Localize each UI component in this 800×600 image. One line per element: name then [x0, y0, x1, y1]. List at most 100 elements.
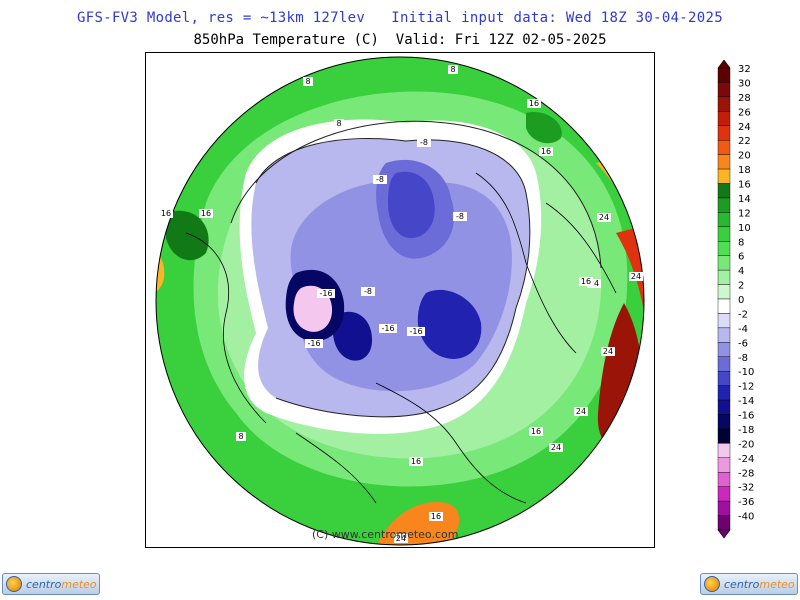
- colorbar-swatch: [717, 125, 731, 141]
- colorbar-tick-label: 6: [738, 252, 744, 263]
- polar-temperature-map: 8 8 16 8 -8 -8 -8 -8 -16 -16 -16 -16 16 …: [155, 56, 645, 546]
- contour-label: 24: [589, 279, 599, 288]
- cold-minus10-region: [388, 171, 435, 238]
- colorbar-swatch: [717, 82, 731, 98]
- contour-label: 24: [576, 407, 586, 416]
- colorbar-swatch: [717, 154, 731, 170]
- colorbar-tick-label: -14: [738, 396, 754, 407]
- colorbar-swatch: [717, 457, 731, 473]
- colorbar-boxes: [717, 60, 731, 539]
- contour-label: 24: [551, 443, 561, 452]
- centrometeo-logo-left[interactable]: centrometeo: [2, 573, 100, 595]
- colorbar-tick-label: 20: [738, 151, 751, 162]
- dark-green-patch: [166, 210, 209, 261]
- colorbar-tick-label: -28: [738, 468, 754, 479]
- colorbar-swatch: [717, 428, 731, 444]
- logo-text: centrometeo: [26, 577, 97, 591]
- contour-label: 24: [599, 213, 609, 222]
- contour-label: -8: [456, 212, 464, 221]
- colorbar-tick-label: 26: [738, 107, 751, 118]
- contour-label: 24: [396, 534, 406, 543]
- colorbar-swatch: [717, 226, 731, 242]
- contour-label: 16: [581, 277, 591, 286]
- colorbar-swatch: [717, 197, 731, 213]
- colorbar-swatch: [717, 500, 731, 516]
- colorbar-tick-label: -6: [738, 338, 748, 349]
- colorbar-swatch: [717, 313, 731, 329]
- colorbar-swatch: [717, 269, 731, 285]
- cold-minus14-region: [332, 311, 373, 361]
- model-title: GFS-FV3 Model, res = ~13km 127lev Initia…: [77, 10, 723, 26]
- colorbar-swatch: [717, 96, 731, 112]
- colorbar-tick-label: 4: [738, 266, 744, 277]
- colorbar-swatch: [717, 472, 731, 487]
- colorbar-swatch: [717, 183, 731, 199]
- contour-label: 8: [238, 432, 243, 441]
- colorbar-swatch: [717, 139, 731, 155]
- map-panel: 8 8 16 8 -8 -8 -8 -8 -16 -16 -16 -16 16 …: [145, 52, 655, 548]
- colorbar-tick-label: -16: [738, 411, 754, 422]
- colorbar-swatch: [717, 327, 731, 343]
- contour-label: 16: [541, 147, 551, 156]
- logo-text: centrometeo: [724, 577, 795, 591]
- colorbar-tick-label: 22: [738, 136, 751, 147]
- colorbar-swatch: [717, 486, 731, 502]
- contour-label: 8: [450, 65, 455, 74]
- contour-label: 16: [161, 209, 171, 218]
- colorbar-swatch: [717, 284, 731, 300]
- colorbar-tick-label: 2: [738, 281, 744, 292]
- map-credit: (C) www.centrometeo.com: [312, 528, 459, 541]
- colorbar-tick-label: -36: [738, 497, 754, 508]
- field-title: 850hPa Temperature (C) Valid: Fri 12Z 02…: [193, 32, 607, 48]
- colorbar-tick-label: 10: [738, 223, 751, 234]
- colorbar-swatch: [717, 255, 731, 271]
- colorbar-tick-label: -32: [738, 483, 754, 494]
- contour-label: -16: [409, 327, 422, 336]
- colorbar-tick-label: 28: [738, 93, 751, 104]
- colorbar-swatch: [717, 399, 731, 415]
- contour-label: 24: [603, 347, 613, 356]
- contour-label: -8: [364, 287, 372, 296]
- contour-label: 16: [531, 427, 541, 436]
- cold-minus12-region: [417, 289, 482, 359]
- contour-label: 16: [431, 512, 441, 521]
- disc-outline: [155, 56, 645, 546]
- colorbar-swatch: [717, 212, 731, 228]
- colorbar-swatch: [717, 414, 731, 430]
- colorbar-swatch: [717, 370, 731, 386]
- colorbar-tick-label: -10: [738, 367, 754, 378]
- contour-label: 16: [201, 209, 211, 218]
- colorbar-swatch: [717, 67, 731, 83]
- colorbar-tick-label: -20: [738, 439, 754, 450]
- warm-patch-west: [156, 251, 165, 293]
- colorbar-swatch: [717, 241, 731, 256]
- contour-label: -16: [381, 324, 394, 333]
- centrometeo-logo-right[interactable]: centrometeo: [700, 573, 798, 595]
- colorbar-tick-label: 30: [738, 78, 751, 89]
- contour-label: -8: [376, 175, 384, 184]
- colorbar-tick-label: 18: [738, 165, 751, 176]
- colorbar-swatch: [717, 111, 731, 126]
- contour-label: 8: [336, 119, 341, 128]
- colorbar-labels: 32302826242220181614121086420-2-4-6-8-10…: [738, 64, 754, 523]
- colorbar-swatch: [717, 298, 731, 314]
- dark-green-patch-2: [526, 112, 562, 144]
- colorbar-swatch: [717, 168, 731, 184]
- colorbar-swatch: [717, 385, 731, 401]
- colorbar-tick-label: 32: [738, 64, 751, 75]
- colorbar-tick-label: -12: [738, 382, 754, 393]
- contour-label: 8: [305, 77, 310, 86]
- colorbar-tick-label: -4: [738, 324, 748, 335]
- colorbar-tick-label: 0: [738, 295, 744, 306]
- colorbar-tick-label: 24: [738, 122, 751, 133]
- contour-label: -16: [319, 289, 332, 298]
- globe-icon: [6, 576, 22, 592]
- contour-label-layer: 8 8 16 8 -8 -8 -8 -8 -16 -16 -16 -16 16 …: [159, 65, 643, 543]
- colorbar-tick-label: -8: [738, 353, 748, 364]
- colorbar-tick-label: -40: [738, 512, 754, 523]
- colorbar-tick-label: 14: [738, 194, 751, 205]
- colorbar-tick-label: -2: [738, 309, 748, 320]
- contour-lines: [230, 120, 602, 418]
- temperature-colorbar: 32302826242220181614121086420-2-4-6-8-10…: [717, 60, 754, 539]
- colorbar-swatch: [717, 342, 731, 357]
